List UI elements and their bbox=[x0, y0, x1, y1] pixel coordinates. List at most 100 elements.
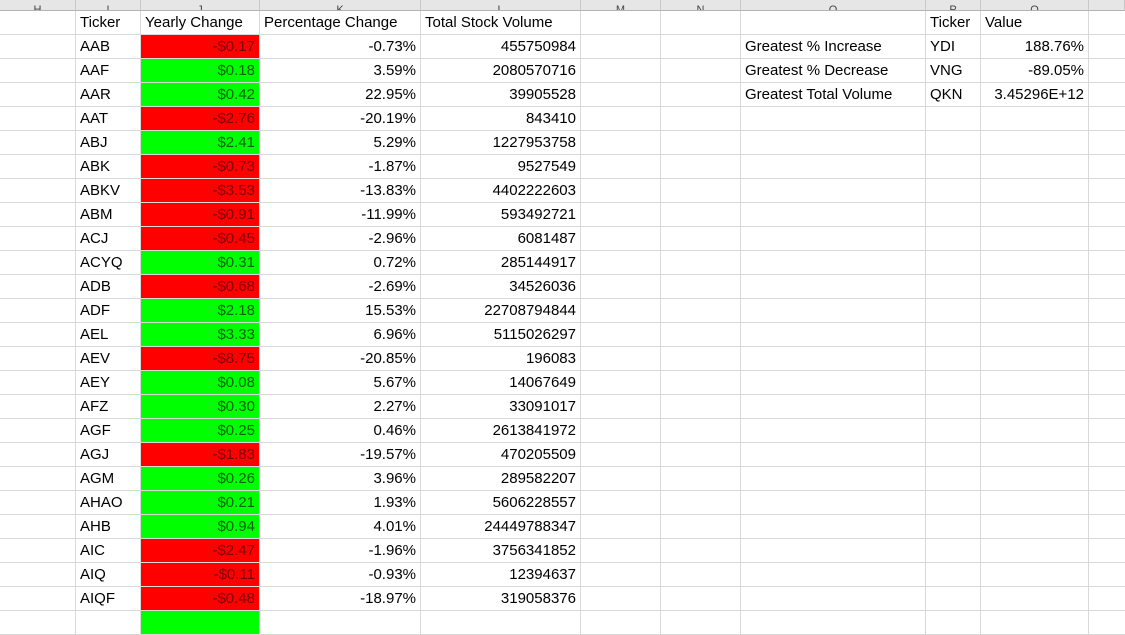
percentage-change-cell[interactable]: 6.96% bbox=[260, 323, 421, 347]
cell[interactable] bbox=[661, 491, 741, 515]
cell[interactable] bbox=[741, 467, 926, 491]
yearly-change-cell[interactable]: -$0.17 bbox=[141, 35, 260, 59]
cell[interactable] bbox=[1089, 611, 1125, 635]
cell[interactable] bbox=[1089, 203, 1125, 227]
ticker-cell[interactable]: ADB bbox=[76, 275, 141, 299]
total-volume-cell[interactable]: 1227953758 bbox=[421, 131, 581, 155]
cell[interactable] bbox=[581, 251, 661, 275]
column-header-4[interactable]: L bbox=[421, 0, 581, 11]
column-header-3[interactable]: K bbox=[260, 0, 421, 11]
percentage-change-cell[interactable]: 5.29% bbox=[260, 131, 421, 155]
cell[interactable] bbox=[581, 611, 661, 635]
cell[interactable] bbox=[741, 227, 926, 251]
yearly-change-cell[interactable]: -$0.68 bbox=[141, 275, 260, 299]
cell[interactable] bbox=[1089, 35, 1125, 59]
header-yearly-change[interactable]: Yearly Change bbox=[141, 11, 260, 35]
cell[interactable] bbox=[741, 539, 926, 563]
cell[interactable] bbox=[741, 563, 926, 587]
ticker-cell[interactable]: ACJ bbox=[76, 227, 141, 251]
percentage-change-cell[interactable]: 0.72% bbox=[260, 251, 421, 275]
percentage-change-cell[interactable]: 5.67% bbox=[260, 371, 421, 395]
percentage-change-cell[interactable]: -19.57% bbox=[260, 443, 421, 467]
ticker-cell[interactable]: AEY bbox=[76, 371, 141, 395]
cell[interactable] bbox=[0, 347, 76, 371]
percentage-change-cell[interactable]: -1.87% bbox=[260, 155, 421, 179]
cell[interactable] bbox=[1089, 227, 1125, 251]
total-volume-cell[interactable]: 285144917 bbox=[421, 251, 581, 275]
cell[interactable] bbox=[1089, 443, 1125, 467]
column-header-8[interactable]: P bbox=[926, 0, 981, 11]
cell[interactable] bbox=[0, 179, 76, 203]
total-volume-cell[interactable]: 14067649 bbox=[421, 371, 581, 395]
cell[interactable] bbox=[741, 179, 926, 203]
total-volume-cell[interactable]: 2080570716 bbox=[421, 59, 581, 83]
total-volume-cell[interactable]: 22708794844 bbox=[421, 299, 581, 323]
percentage-change-cell[interactable]: -20.19% bbox=[260, 107, 421, 131]
cell[interactable] bbox=[581, 11, 661, 35]
yearly-change-cell[interactable]: $0.42 bbox=[141, 83, 260, 107]
total-volume-cell[interactable]: 4402222603 bbox=[421, 179, 581, 203]
ticker-cell[interactable]: ABM bbox=[76, 203, 141, 227]
cell[interactable] bbox=[741, 491, 926, 515]
cell[interactable] bbox=[661, 347, 741, 371]
percentage-change-cell[interactable]: 15.53% bbox=[260, 299, 421, 323]
cell[interactable] bbox=[926, 227, 981, 251]
cell[interactable] bbox=[581, 515, 661, 539]
cell[interactable] bbox=[1089, 299, 1125, 323]
cell[interactable] bbox=[1089, 539, 1125, 563]
cell[interactable] bbox=[741, 203, 926, 227]
cell[interactable] bbox=[661, 11, 741, 35]
percentage-change-cell[interactable]: 22.95% bbox=[260, 83, 421, 107]
cell[interactable] bbox=[741, 611, 926, 635]
cell[interactable] bbox=[926, 539, 981, 563]
cell[interactable] bbox=[981, 275, 1089, 299]
cell[interactable] bbox=[1089, 587, 1125, 611]
cell[interactable] bbox=[926, 371, 981, 395]
cell[interactable] bbox=[581, 371, 661, 395]
cell[interactable] bbox=[741, 131, 926, 155]
cell[interactable] bbox=[926, 323, 981, 347]
summary-ticker-cell[interactable]: VNG bbox=[926, 59, 981, 83]
cell[interactable] bbox=[741, 299, 926, 323]
column-header-5[interactable]: M bbox=[581, 0, 661, 11]
cell[interactable] bbox=[661, 275, 741, 299]
ticker-cell[interactable]: AHAO bbox=[76, 491, 141, 515]
column-header-7[interactable]: O bbox=[741, 0, 926, 11]
total-volume-cell[interactable]: 5606228557 bbox=[421, 491, 581, 515]
cell[interactable] bbox=[981, 107, 1089, 131]
header-ticker[interactable]: Ticker bbox=[76, 11, 141, 35]
cell[interactable] bbox=[1089, 515, 1125, 539]
yearly-change-cell[interactable]: $0.30 bbox=[141, 395, 260, 419]
yearly-change-cell[interactable]: $0.21 bbox=[141, 491, 260, 515]
cell[interactable] bbox=[926, 563, 981, 587]
column-header-2[interactable]: J bbox=[141, 0, 260, 11]
percentage-change-cell[interactable]: 3.96% bbox=[260, 467, 421, 491]
cell[interactable] bbox=[1089, 83, 1125, 107]
cell[interactable] bbox=[0, 299, 76, 323]
cell[interactable] bbox=[581, 203, 661, 227]
summary-ticker-cell[interactable]: QKN bbox=[926, 83, 981, 107]
cell[interactable] bbox=[661, 395, 741, 419]
header-total-volume[interactable]: Total Stock Volume bbox=[421, 11, 581, 35]
percentage-change-cell[interactable]: 3.59% bbox=[260, 59, 421, 83]
summary-ticker-cell[interactable]: YDI bbox=[926, 35, 981, 59]
cell[interactable] bbox=[581, 131, 661, 155]
cell[interactable] bbox=[0, 515, 76, 539]
cell[interactable] bbox=[581, 539, 661, 563]
cell[interactable] bbox=[581, 35, 661, 59]
percentage-change-cell[interactable]: -0.73% bbox=[260, 35, 421, 59]
cell[interactable] bbox=[661, 35, 741, 59]
ticker-cell[interactable]: AIC bbox=[76, 539, 141, 563]
cell[interactable] bbox=[661, 299, 741, 323]
column-header-9[interactable]: Q bbox=[981, 0, 1089, 11]
total-volume-cell[interactable]: 593492721 bbox=[421, 203, 581, 227]
total-volume-cell[interactable]: 34526036 bbox=[421, 275, 581, 299]
cell[interactable] bbox=[661, 107, 741, 131]
cell[interactable] bbox=[661, 563, 741, 587]
cell[interactable] bbox=[661, 83, 741, 107]
cell[interactable] bbox=[981, 299, 1089, 323]
cell[interactable] bbox=[0, 539, 76, 563]
cell[interactable] bbox=[741, 251, 926, 275]
cell[interactable] bbox=[1089, 59, 1125, 83]
